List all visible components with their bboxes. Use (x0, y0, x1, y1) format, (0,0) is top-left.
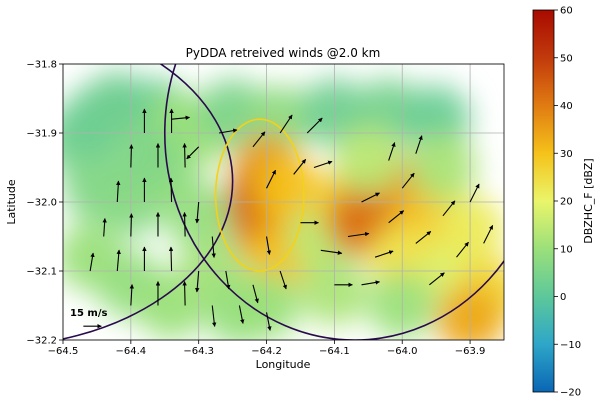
radar-ring-1 (63, 64, 234, 340)
wind-arrow (182, 212, 187, 237)
wind-arrow (266, 169, 277, 189)
reference-arrow-label: 15 m/s (70, 308, 107, 319)
wind-arrow (415, 135, 423, 154)
colorbar-tick-label: 50 (560, 53, 573, 64)
wind-arrow (388, 142, 396, 161)
y-tick-label: −32.2 (26, 336, 57, 347)
x-tick-label: −64.4 (116, 346, 147, 357)
x-tick-label: −64.2 (251, 346, 282, 357)
wind-arrow (415, 230, 432, 244)
reference-arrow: 15 m/s (70, 308, 107, 329)
colorbar-label: DBZHC_F [dBZ] (582, 158, 595, 243)
x-axis-ticks: −64.5 −64.4 −64.3 −64.2 −64.1 −64.0 −63.9 (48, 340, 486, 357)
wind-arrow (320, 249, 343, 255)
wind-arrow (182, 281, 187, 306)
wind-arrow (195, 270, 200, 293)
wind-arrow (252, 131, 266, 148)
colorbar-tick-label: −10 (560, 340, 581, 351)
wind-arrow (129, 213, 134, 237)
colorbar-ticks: −20 −10 0 10 20 30 40 50 60 (554, 6, 581, 399)
wind-arrow (429, 272, 445, 286)
field-cell (408, 133, 477, 202)
wind-arrow (186, 146, 200, 160)
y-axis-ticks: −32.2 −32.1 −32.0 −31.9 −31.8 (26, 60, 63, 347)
colorbar-tick-label: 0 (560, 292, 566, 303)
wind-arrow (265, 312, 272, 331)
wind-arrow (361, 280, 380, 286)
y-tick-label: −31.8 (26, 60, 57, 71)
wind-arrow (168, 177, 174, 203)
colorbar-tick-label: 60 (560, 6, 573, 17)
wind-arrow (171, 115, 190, 120)
wind-arrow (313, 160, 333, 169)
wind-arrow (347, 231, 370, 238)
wind-arrow (116, 249, 121, 272)
wind-arrow (168, 246, 174, 272)
wind-arrow (279, 114, 293, 134)
x-tick-label: −64.1 (319, 346, 350, 357)
range-rings (63, 64, 504, 340)
wind-arrow (182, 143, 187, 168)
wind-arrow (442, 200, 456, 217)
yellow-ellipse (214, 118, 305, 272)
x-tick-label: −64.3 (183, 346, 214, 357)
wind-arrow (218, 128, 238, 134)
colorbar: −20 −10 0 10 20 30 40 50 60 DBZHC_F [dBZ] (532, 6, 595, 399)
colorbar-gradient (532, 9, 555, 393)
y-tick-label: −32.1 (26, 267, 57, 278)
wind-arrow (129, 144, 134, 168)
wind-arrow (293, 159, 307, 175)
wind-arrow (279, 270, 287, 290)
wind-arrow (211, 305, 217, 327)
wind-arrow (225, 270, 231, 290)
colorbar-tick-label: 10 (560, 244, 573, 255)
wind-arrow (401, 172, 415, 189)
wind-arrow (89, 252, 95, 272)
x-axis-label: Longitude (256, 358, 311, 371)
wind-arrow (129, 284, 135, 306)
colorbar-tick-label: 30 (560, 149, 573, 160)
colorbar-tick-label: −20 (560, 388, 581, 399)
colorbar-tick-label: 20 (560, 197, 573, 208)
wind-arrow (211, 236, 216, 258)
x-tick-label: −64.5 (48, 346, 79, 357)
chart-title: PyDDA retreived winds @2.0 km (186, 46, 381, 60)
wind-arrow (483, 225, 494, 244)
colorbar-tick-label: 40 (560, 101, 573, 112)
wind-vectors (89, 108, 494, 331)
wind-arrow (456, 241, 469, 258)
wind-arrow (361, 192, 380, 203)
y-tick-label: −31.9 (26, 129, 57, 140)
wind-arrow (374, 250, 394, 258)
wind-arrow (306, 117, 323, 134)
field-cell (334, 126, 403, 195)
wind-arrow (195, 201, 200, 224)
wind-arrow (116, 180, 121, 203)
wind-arrow (265, 236, 272, 255)
y-tick-label: −32.0 (26, 198, 57, 209)
wind-arrow (252, 284, 259, 304)
field-cell (110, 119, 179, 188)
wind-arrow (238, 305, 245, 324)
y-axis-label: Latitude (5, 179, 18, 225)
wind-arrow (102, 218, 107, 237)
wind-arrow (388, 210, 405, 224)
radar-ring-2 (164, 64, 504, 340)
reflectivity-field (63, 71, 504, 340)
x-tick-label: −64.0 (387, 346, 418, 357)
x-tick-label: −63.9 (455, 346, 486, 357)
wind-arrow (469, 183, 480, 203)
